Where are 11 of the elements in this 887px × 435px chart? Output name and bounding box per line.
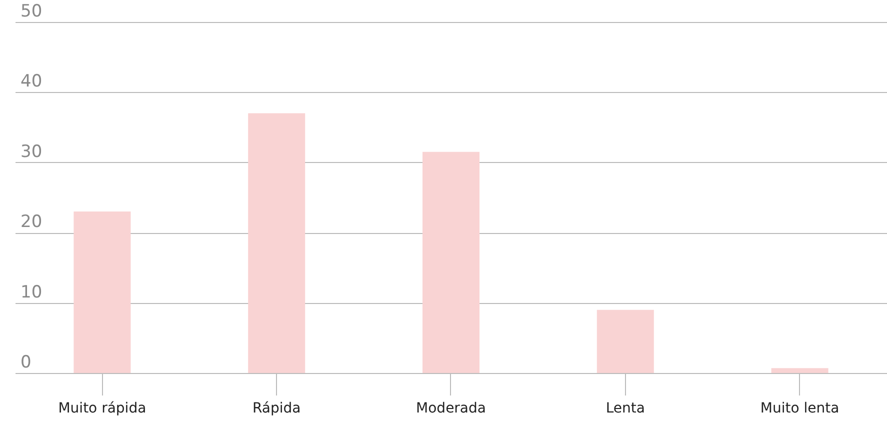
- x-tick-label: Lenta: [606, 400, 645, 416]
- x-tick-label: Rápida: [252, 400, 301, 416]
- x-tick-label: Muito lenta: [760, 400, 840, 416]
- y-tick-label: 40: [20, 72, 42, 92]
- y-tick-label: 30: [20, 142, 42, 162]
- y-tick-label: 50: [20, 2, 42, 22]
- y-tick-label: 20: [20, 212, 42, 232]
- x-tick-label: Moderada: [416, 400, 486, 416]
- x-tick-label: Muito rápida: [58, 400, 146, 416]
- y-tick-label: 0: [20, 352, 32, 372]
- y-tick-label: 10: [20, 282, 42, 302]
